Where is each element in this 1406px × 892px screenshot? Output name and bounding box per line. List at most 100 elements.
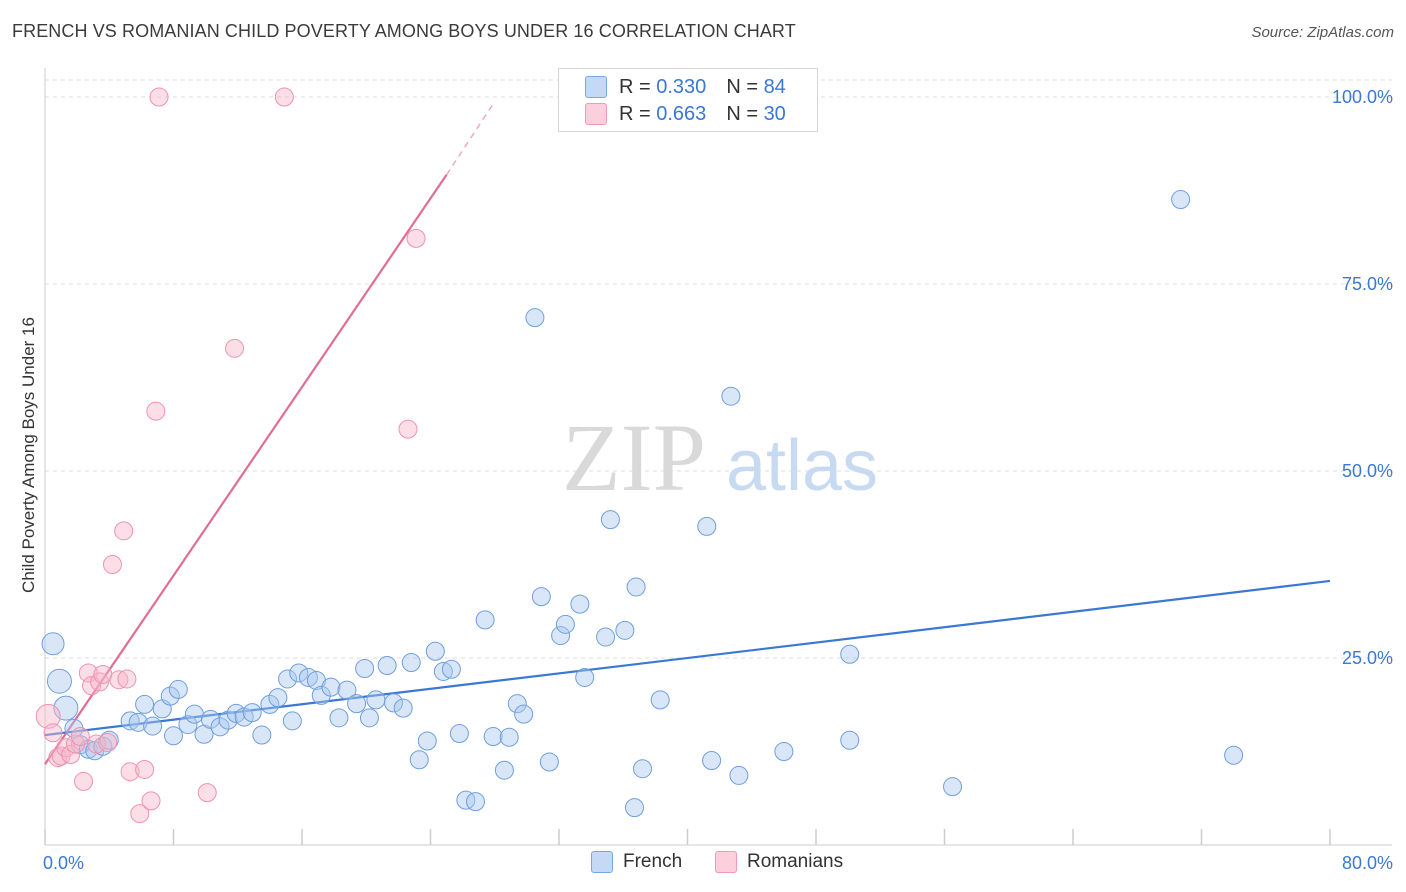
point-french — [355, 658, 375, 678]
point-french — [359, 708, 379, 728]
point-french — [465, 792, 485, 812]
point-french — [160, 686, 180, 706]
point-french — [626, 577, 646, 597]
point-romanians — [43, 723, 63, 743]
point-romanians — [93, 664, 113, 684]
point-french — [1171, 189, 1191, 209]
source-label: Source: ZipAtlas.com — [1251, 24, 1394, 41]
x-tick-label: 80.0% — [1342, 853, 1393, 873]
legend-swatch-french — [585, 76, 607, 98]
point-french — [377, 655, 397, 675]
point-french — [499, 727, 519, 747]
gridlines — [45, 79, 1392, 659]
legend-row-french: R = 0.330 N = 84 — [585, 74, 786, 100]
point-french — [433, 661, 453, 681]
tick-labels: 25.0% 50.0% 75.0% 100.0% 0.0% 80.0% — [43, 87, 1393, 873]
point-romanians — [274, 87, 294, 107]
point-romanians — [102, 555, 122, 574]
point-french — [393, 698, 413, 718]
point-romanians — [74, 771, 94, 791]
point-romanians — [98, 733, 118, 753]
point-french — [168, 679, 188, 699]
point-romanians — [61, 744, 81, 764]
legend-n-value: 84 — [763, 75, 786, 98]
point-french — [278, 669, 298, 689]
point-french — [1224, 745, 1244, 765]
point-romanians — [149, 87, 169, 107]
y-tick-label: 50.0% — [1342, 461, 1393, 481]
legend-r-value: 0.663 — [656, 102, 707, 125]
point-french — [282, 711, 302, 731]
point-french — [178, 715, 198, 735]
point-french — [41, 632, 65, 656]
series-label-romanians: Romanians — [747, 851, 844, 872]
legend-swatch-romanians — [585, 103, 607, 125]
point-romanians — [197, 783, 217, 803]
point-romanians — [135, 759, 155, 779]
point-french — [289, 663, 309, 683]
point-french — [164, 726, 183, 746]
point-french — [624, 798, 644, 818]
point-french — [366, 690, 386, 710]
point-french — [514, 704, 534, 724]
point-french — [697, 516, 717, 536]
point-french — [570, 594, 590, 614]
point-french — [347, 694, 367, 714]
trend-line-french — [44, 579, 1331, 737]
point-french — [311, 685, 331, 705]
y-tick-label: 75.0% — [1342, 274, 1393, 294]
legend-r-value: 0.330 — [656, 75, 707, 98]
point-french — [507, 694, 527, 714]
point-french — [321, 677, 341, 697]
point-romanians — [141, 791, 161, 811]
trend-lines — [44, 101, 1331, 765]
x-tick-label: 0.0% — [43, 853, 84, 873]
trend-line-romanians-extension — [445, 101, 496, 176]
point-french — [475, 610, 495, 630]
legend-r-label: R = — [619, 102, 657, 125]
y-tick-label: 100.0% — [1332, 87, 1393, 107]
watermark: ZIP atlas — [562, 404, 878, 511]
point-french — [449, 724, 469, 744]
point-french — [525, 308, 545, 328]
series-label-french: French — [623, 851, 683, 872]
point-romanians — [398, 419, 418, 439]
legend-r-label: R = — [619, 75, 657, 98]
point-french — [494, 760, 514, 780]
point-french — [401, 652, 421, 672]
point-french — [425, 641, 445, 661]
point-french — [417, 731, 437, 751]
point-romanians — [35, 703, 61, 729]
point-french — [135, 694, 155, 714]
data-points — [35, 87, 1244, 824]
chart-title: FRENCH VS ROMANIAN CHILD POVERTY AMONG B… — [12, 21, 796, 41]
y-axis-label: Child Poverty Among Boys Under 16 — [19, 317, 38, 593]
point-french — [531, 587, 551, 607]
point-french — [128, 712, 148, 732]
point-french — [539, 752, 559, 772]
point-french — [441, 659, 461, 679]
point-romanians — [48, 747, 68, 767]
point-romanians — [114, 521, 134, 541]
point-french — [384, 693, 404, 713]
point-french — [633, 759, 653, 779]
point-french — [575, 667, 595, 687]
point-romanians — [225, 338, 245, 358]
legend-row-romanians: R = 0.663 N = 30 — [585, 101, 786, 127]
legend-n-label: N = — [726, 75, 764, 98]
point-french — [596, 627, 616, 647]
series-legend: French Romanians — [0, 851, 1406, 879]
point-french — [329, 708, 349, 728]
legend-n-value: 30 — [763, 102, 786, 125]
point-french — [702, 750, 722, 770]
trend-line-romanians — [44, 174, 448, 765]
point-french — [483, 727, 503, 747]
point-french — [143, 716, 163, 736]
point-french — [840, 644, 860, 664]
point-romanians — [130, 804, 150, 824]
y-tick-label: 25.0% — [1342, 648, 1393, 668]
series-swatch-romanians — [715, 851, 737, 873]
watermark-atlas: atlas — [726, 426, 878, 506]
point-french — [456, 790, 476, 810]
